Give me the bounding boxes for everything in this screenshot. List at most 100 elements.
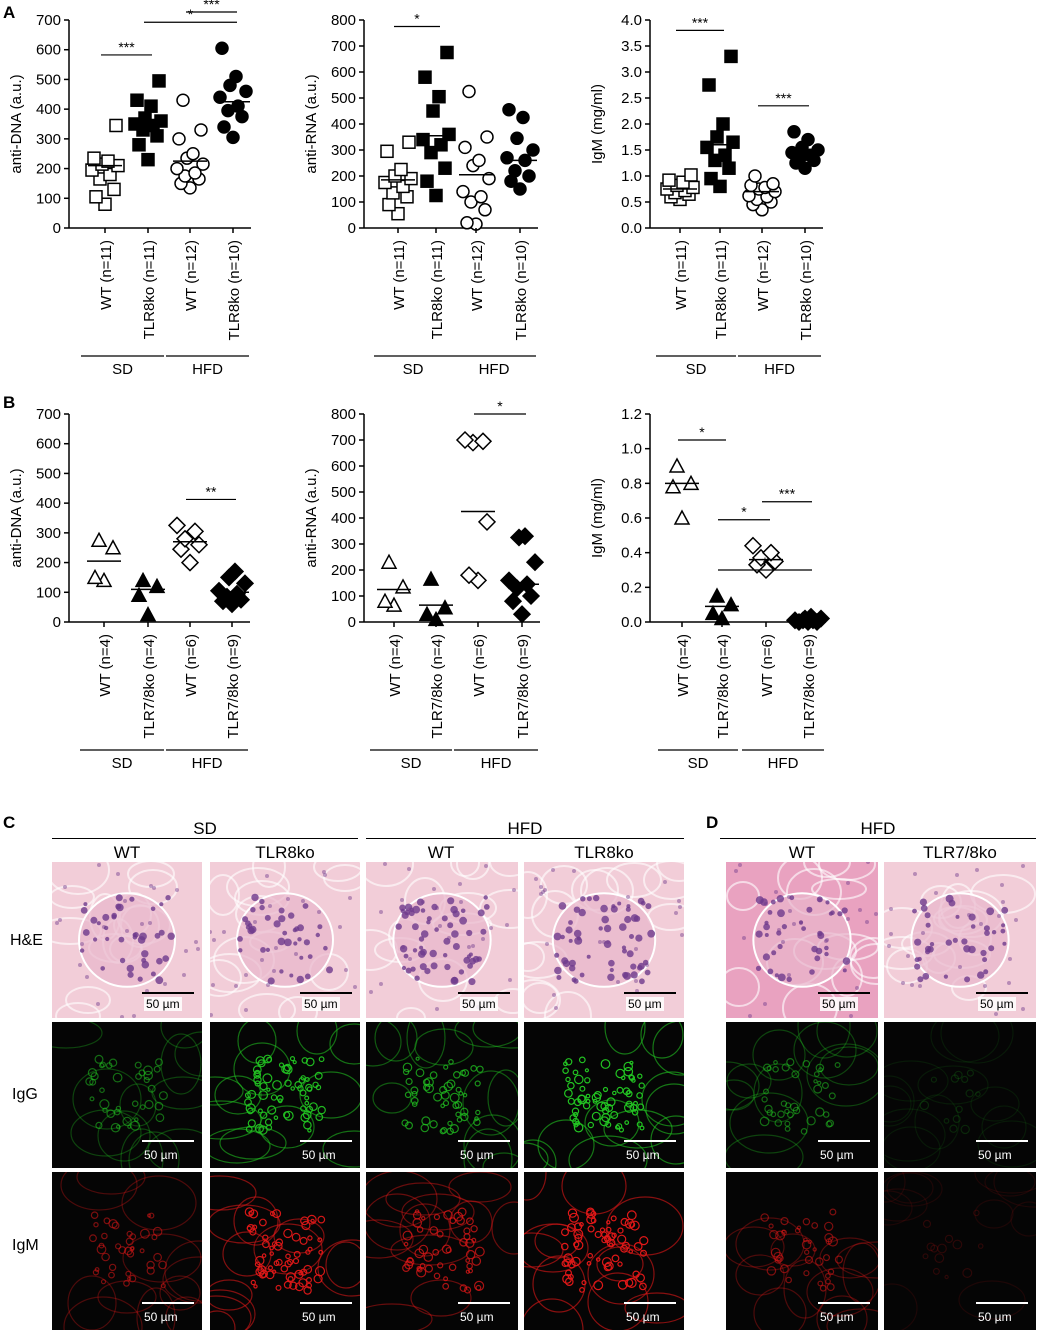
A3-diet-label-0: SD bbox=[686, 361, 707, 378]
micrograph-igm-0: 50 µm bbox=[52, 1172, 202, 1330]
A2-ytick-label-0: 0 bbox=[348, 220, 356, 237]
A2-point-g2-1 bbox=[460, 216, 474, 230]
B3-point-g1-1 bbox=[704, 604, 722, 621]
A2-point-g1-8 bbox=[432, 89, 446, 104]
B3-diet-label-1: HFD bbox=[768, 755, 799, 772]
B2-point-g3-0 bbox=[512, 605, 532, 624]
A1-diet-label-1: HFD bbox=[192, 361, 223, 378]
scale-bar: 50 µm bbox=[622, 1300, 680, 1328]
B1-xlabel-g1: TLR7/8ko (n=4) bbox=[141, 634, 158, 739]
c-diet-sd-line bbox=[52, 838, 358, 839]
A2-point-g2-2 bbox=[478, 203, 492, 217]
A1-point-g2-11 bbox=[176, 93, 190, 107]
c-diet-sd: SD bbox=[193, 819, 217, 838]
A1-point-g0-9 bbox=[87, 151, 101, 165]
B2-ytick-label-1: 100 bbox=[331, 588, 356, 605]
A1-point-g2-10 bbox=[194, 123, 208, 137]
A3-point-g0-9 bbox=[662, 173, 676, 187]
B2-ytick-label-2: 200 bbox=[331, 562, 356, 579]
A3-point-g1-7 bbox=[710, 130, 724, 144]
A2-xlabel-g1: TLR8ko (n=11) bbox=[429, 240, 446, 339]
A2-ytick-label-6: 600 bbox=[331, 64, 356, 81]
A3-ylabel: IgM (mg/ml) bbox=[589, 84, 606, 164]
B3-sig-text-0: * bbox=[699, 424, 705, 440]
d-col-tlr78ko: TLR7/8ko bbox=[923, 843, 997, 862]
B2-xlabel-g3: TLR7/8ko (n=9) bbox=[515, 634, 532, 739]
micrograph-igm-5: 50 µm bbox=[884, 1172, 1036, 1330]
B2-ytick-label-6: 600 bbox=[331, 458, 356, 475]
A1-sig-text-2: *** bbox=[203, 0, 220, 12]
A1-point-g3-5 bbox=[213, 90, 227, 105]
A2-ytick-label-4: 400 bbox=[331, 116, 356, 133]
A2-point-g3-8 bbox=[516, 110, 530, 125]
B1-ytick-label-3: 300 bbox=[36, 525, 61, 542]
B2-diet-label-0: SD bbox=[401, 755, 422, 772]
A1-ytick-label-3: 300 bbox=[36, 131, 61, 148]
scale-bar: 50 µm bbox=[816, 1300, 874, 1328]
micrograph-he-4: 50 µm bbox=[726, 862, 878, 1018]
A1-point-g2-6 bbox=[196, 157, 210, 171]
A2-ytick-label-7: 700 bbox=[331, 38, 356, 55]
panel-label-d: D bbox=[706, 813, 719, 832]
B1-ytick-label-4: 400 bbox=[36, 495, 61, 512]
B3-ytick-label-4: 0.8 bbox=[621, 475, 642, 492]
scale-bar: 50 µm bbox=[622, 1138, 680, 1166]
A3-point-g1-4 bbox=[718, 148, 732, 162]
A2-point-g3-0 bbox=[513, 182, 527, 196]
scale-bar-label: 50 µm bbox=[820, 997, 858, 1011]
scale-bar-label: 50 µm bbox=[978, 1310, 1012, 1324]
B1-ytick-label-2: 200 bbox=[36, 555, 61, 572]
B2-point-g2-1 bbox=[459, 566, 479, 585]
A3-ytick-label-1: 0.5 bbox=[621, 194, 642, 211]
B2-point-g1-2 bbox=[436, 599, 454, 615]
scale-bar: 50 µm bbox=[974, 988, 1032, 1016]
scale-bar: 50 µm bbox=[816, 988, 874, 1016]
A2-ylabel: anti-RNA (a.u.) bbox=[303, 74, 320, 173]
A2-point-g0-6 bbox=[404, 171, 418, 186]
B1-xlabel-g3: TLR7/8ko (n=9) bbox=[225, 634, 242, 739]
scale-bar-label: 50 µm bbox=[626, 1310, 660, 1324]
A1-point-g1-10 bbox=[152, 74, 166, 88]
B3-ytick-label-0: 0.0 bbox=[621, 614, 642, 631]
A1-ylabel: anti-DNA (a.u.) bbox=[8, 74, 25, 173]
B2-ytick-label-3: 300 bbox=[331, 536, 356, 553]
A1-point-g2-9 bbox=[172, 132, 186, 146]
A3-ytick-label-8: 4.0 bbox=[621, 12, 642, 29]
B1-diet-label-1: HFD bbox=[192, 755, 223, 772]
d-col-wt: WT bbox=[788, 843, 816, 862]
A1-point-g2-4 bbox=[188, 166, 202, 180]
B3-point-g0-0 bbox=[673, 509, 691, 525]
B3-ytick-label-3: 0.6 bbox=[621, 510, 642, 527]
A1-diet-label-0: SD bbox=[112, 361, 133, 378]
micrograph-igm-1: 50 µm bbox=[210, 1172, 360, 1330]
micrograph-igm-2: 50 µm bbox=[366, 1172, 518, 1330]
A3-point-g0-10 bbox=[684, 168, 698, 182]
B3-ylabel: IgM (mg/ml) bbox=[589, 478, 606, 558]
A2-point-g1-9 bbox=[418, 70, 432, 84]
A2-point-g1-6 bbox=[442, 127, 456, 142]
B2-point-g0-3 bbox=[380, 553, 398, 569]
B3-point-g0-3 bbox=[668, 457, 686, 473]
A2-point-g3-9 bbox=[502, 102, 516, 117]
scale-bar-label: 50 µm bbox=[460, 997, 498, 1011]
A3-ytick-label-4: 2.0 bbox=[621, 116, 642, 133]
B2-point-g3-6 bbox=[525, 553, 545, 572]
A2-ytick-label-2: 200 bbox=[331, 168, 356, 185]
c-diet-hfd-line bbox=[366, 838, 684, 839]
scale-bar: 50 µm bbox=[622, 988, 680, 1016]
A3-point-g1-6 bbox=[726, 135, 740, 149]
micrograph-he-0: 50 µm bbox=[52, 862, 202, 1018]
B2-xlabel-g0: WT (n=4) bbox=[387, 634, 404, 697]
A2-ytick-label-3: 300 bbox=[331, 142, 356, 159]
scale-bar: 50 µm bbox=[140, 988, 198, 1016]
A3-diet-label-1: HFD bbox=[764, 361, 795, 378]
B2-ytick-label-5: 500 bbox=[331, 484, 356, 501]
B3-xlabel-g3: TLR7/8ko (n=9) bbox=[801, 634, 818, 739]
A2-point-g2-5 bbox=[456, 184, 470, 199]
A3-point-g1-2 bbox=[722, 161, 736, 175]
A1-point-g1-6 bbox=[154, 114, 168, 128]
A1-point-g0-10 bbox=[109, 118, 123, 133]
A2-point-g2-11 bbox=[462, 84, 476, 99]
B1-diet-label-0: SD bbox=[112, 755, 133, 772]
A2-point-g2-10 bbox=[480, 130, 494, 144]
